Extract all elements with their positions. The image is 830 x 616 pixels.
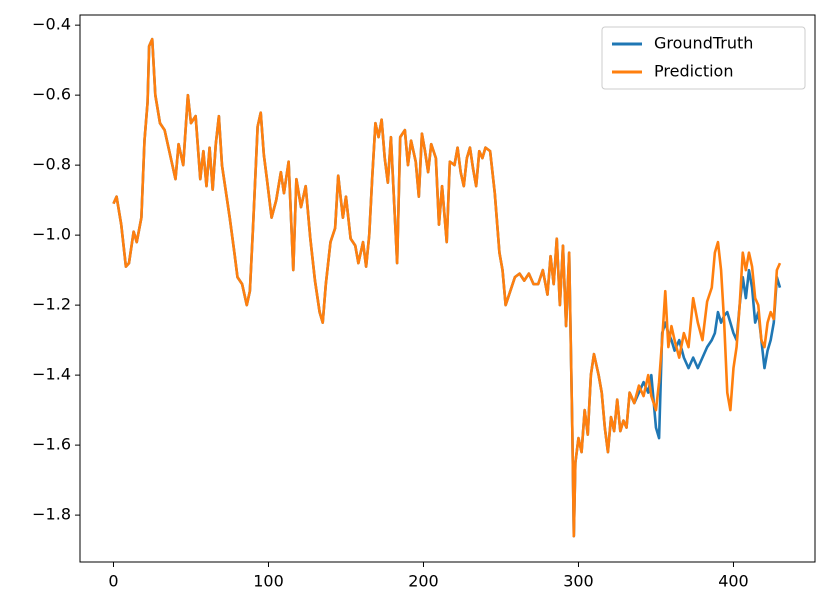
x-tick-label: 100 <box>253 572 284 591</box>
legend-box <box>601 26 806 90</box>
y-tick-label: −1.6 <box>32 435 71 454</box>
y-tick-label: −1.4 <box>32 365 71 384</box>
y-tick-label: −0.4 <box>32 15 71 34</box>
x-tick-label: 200 <box>408 572 439 591</box>
y-tick-label: −0.8 <box>32 155 71 174</box>
y-tick-label: −1.0 <box>32 225 71 244</box>
x-tick-label: 0 <box>108 572 118 591</box>
line <box>112 37 782 538</box>
line <box>112 37 782 538</box>
legend-label: Prediction <box>654 62 733 81</box>
y-tick-label: −1.2 <box>32 295 71 314</box>
legend-label: GroundTruth <box>654 34 753 53</box>
plot-frame <box>79 14 816 563</box>
y-tick-label: −1.8 <box>32 505 71 524</box>
x-tick-label: 300 <box>563 572 594 591</box>
x-tick-label: 400 <box>718 572 749 591</box>
y-tick-label: −0.6 <box>32 85 71 104</box>
